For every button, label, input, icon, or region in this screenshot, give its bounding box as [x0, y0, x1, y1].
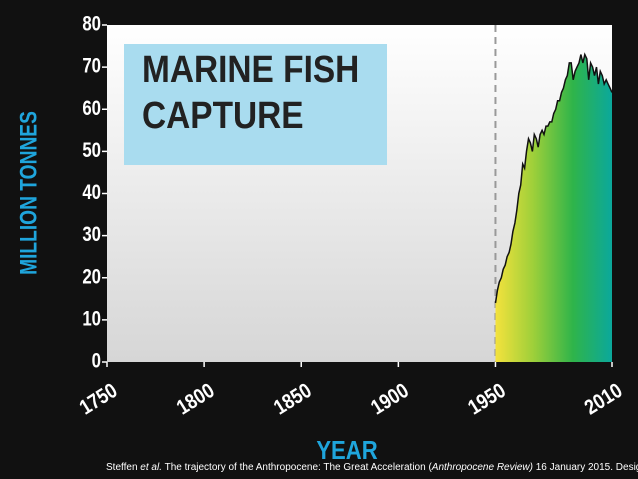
y-tick-label: 50 — [82, 139, 101, 162]
y-tick-label: 40 — [82, 181, 101, 204]
area — [495, 54, 612, 362]
x-axis-label: YEAR — [316, 436, 377, 465]
y-tick-label: 20 — [82, 266, 101, 289]
chart-title-line2: CAPTURE — [142, 94, 304, 136]
y-tick-label: 30 — [82, 223, 101, 246]
footer-segment: Anthropocene Review) — [431, 462, 533, 473]
y-tick-label: 10 — [82, 308, 101, 331]
y-tick-label: 70 — [82, 55, 101, 78]
footer-segment: et al. — [140, 462, 162, 473]
line — [494, 52, 613, 304]
chart-title-line1: MARINE FISH — [142, 48, 359, 90]
y-tick-label: 0 — [92, 350, 101, 373]
y-axis-label: MILLION TONNES — [14, 111, 42, 275]
footer: Steffen et al. The trajectory of the Ant… — [106, 462, 638, 473]
footer-segment: 16 January 2015. Design: Globaia — [533, 462, 638, 473]
footer-segment: The trajectory of the Anthropocene: The … — [162, 462, 432, 473]
footer-segment: Steffen — [106, 462, 140, 473]
y-tick-label: 60 — [82, 97, 101, 120]
title-box — [124, 44, 387, 165]
y-tick-label: 80 — [82, 13, 101, 36]
